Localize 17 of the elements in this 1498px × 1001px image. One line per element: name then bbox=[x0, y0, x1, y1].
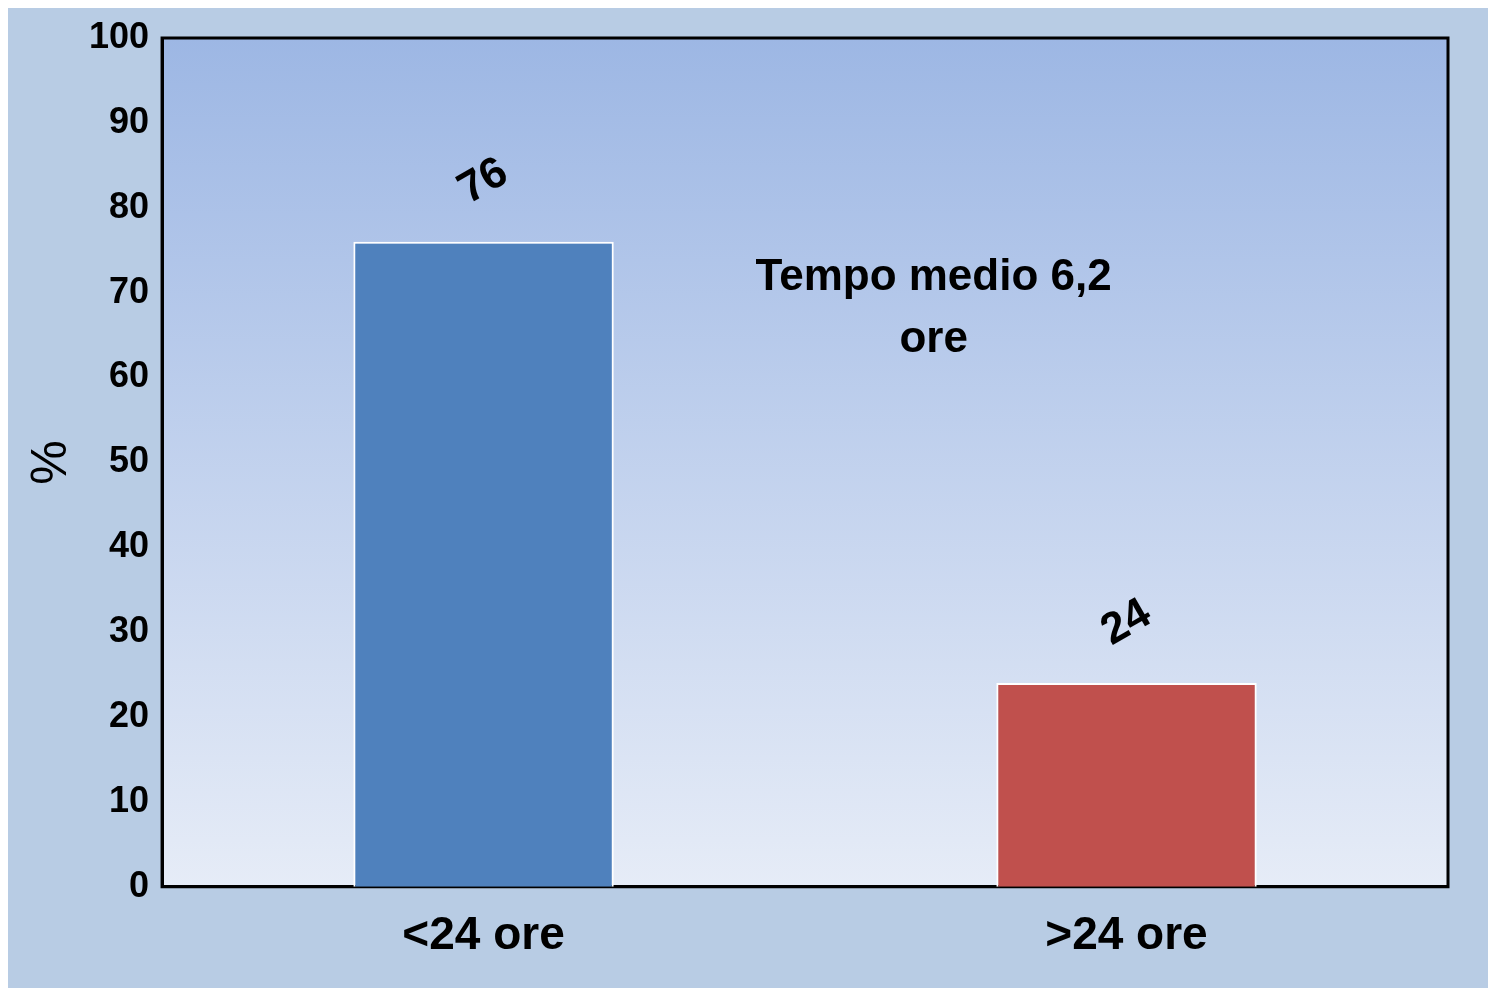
y-tick-label: 70 bbox=[109, 269, 150, 311]
y-tick-label: 20 bbox=[109, 693, 150, 735]
x-tick-label: <24 ore bbox=[402, 907, 565, 960]
data-label: 76 bbox=[448, 145, 516, 213]
y-tick-label: 100 bbox=[88, 14, 150, 56]
y-axis-title: % bbox=[20, 440, 77, 485]
y-tick-label: 60 bbox=[109, 354, 150, 396]
y-tick-label: 40 bbox=[109, 524, 150, 566]
y-tick-label: 80 bbox=[109, 184, 150, 226]
annotation: Tempo medio 6,2 ore bbox=[755, 250, 1112, 362]
data-label: 24 bbox=[1091, 586, 1159, 654]
y-tick-label: 90 bbox=[109, 99, 150, 141]
y-tick-label: 50 bbox=[109, 439, 150, 481]
x-tick-label: >24 ore bbox=[1045, 907, 1208, 960]
y-tick-label: 30 bbox=[109, 609, 150, 651]
y-tick-label: 0 bbox=[129, 863, 150, 905]
y-tick-label: 10 bbox=[109, 778, 150, 820]
